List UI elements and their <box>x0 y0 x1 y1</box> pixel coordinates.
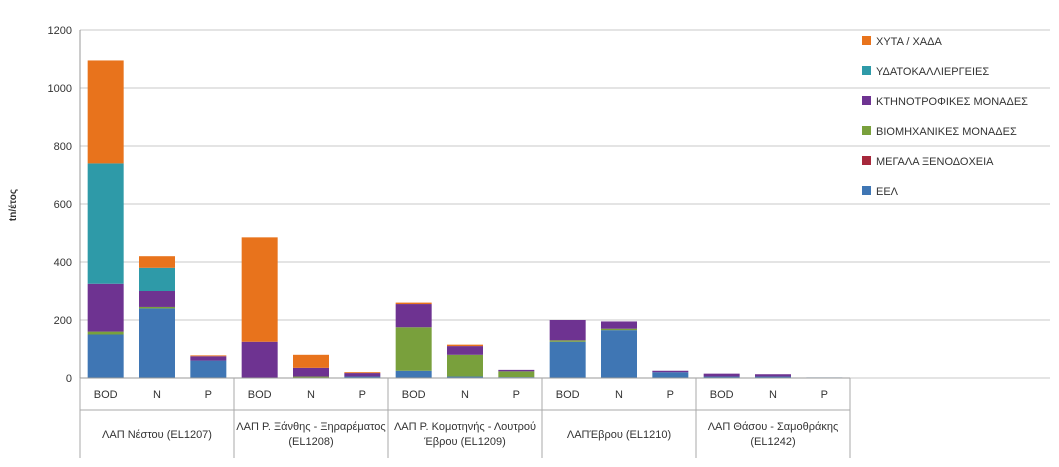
bar-segment <box>241 341 278 378</box>
legend-swatch <box>862 126 871 135</box>
bar-segment <box>139 267 175 291</box>
bar-segment <box>139 291 175 307</box>
bar-segment <box>703 373 740 377</box>
bar-segment <box>498 369 535 372</box>
x-category-label: P <box>359 389 366 401</box>
bar-segment <box>344 373 381 377</box>
x-group-label: (EL1208) <box>288 436 333 448</box>
x-category-label: P <box>205 389 212 401</box>
x-category-label: N <box>153 389 161 401</box>
x-group-label: ΛΑΠΈβρου (EL1210) <box>567 429 671 441</box>
bar-segment <box>601 330 637 378</box>
x-category-label: BOD <box>710 389 734 401</box>
y-tick-label: 600 <box>54 199 72 211</box>
bar-segment <box>344 376 381 378</box>
x-category-label: BOD <box>94 389 118 401</box>
bar-segment <box>601 321 637 329</box>
x-category-label: BOD <box>556 389 580 401</box>
x-group-label: ΛΑΠ Θάσου - Σαμοθράκης <box>708 421 839 433</box>
y-tick-label: 0 <box>66 373 72 385</box>
x-category-label: BOD <box>402 389 426 401</box>
bar-segment <box>139 306 175 309</box>
legend: ΧΥΤΑ / ΧΑΔΑ ΥΔΑΤΟΚΑΛΛΙΕΡΓΕΙΕΣ ΚΤΗΝΟΤΡΟΦΙΚΕ… <box>862 36 1028 198</box>
x-category-label: N <box>307 389 315 401</box>
bar-segment <box>447 376 483 378</box>
legend-swatch <box>862 156 871 165</box>
bar-segment <box>755 374 791 377</box>
x-category-label: N <box>769 389 777 401</box>
bar-segment <box>293 376 329 378</box>
bar-segment <box>395 304 432 328</box>
bar-segment <box>87 60 124 164</box>
legend-label: ΧΥΤΑ / ΧΑΔΑ <box>876 36 942 48</box>
bar-segment <box>703 376 740 378</box>
bar-segment <box>447 346 483 355</box>
legend-swatch <box>862 186 871 195</box>
legend-label: ΒΙΟΜΗΧΑΝΙΚΕΣ ΜΟΝΑΔΕΣ <box>876 126 1017 138</box>
bar-segment <box>652 372 689 378</box>
bar-segment <box>395 327 432 371</box>
bar-segment <box>549 320 586 341</box>
x-group-label: (EL1242) <box>750 436 795 448</box>
bar-segment <box>190 355 227 357</box>
y-tick-label: 200 <box>54 315 72 327</box>
bar-segment <box>549 340 586 342</box>
bar-segment <box>190 356 227 361</box>
bar-segment <box>447 344 483 347</box>
bar-segment <box>190 360 227 378</box>
bar-segment <box>447 354 483 377</box>
legend-swatch <box>862 66 871 75</box>
bar-segment <box>395 370 432 378</box>
bar-segment <box>87 334 124 378</box>
legend-label: ΥΔΑΤΟΚΑΛΛΙΕΡΓΕΙΕΣ <box>876 66 989 78</box>
bar-segment <box>755 376 791 378</box>
y-tick-label: 1200 <box>48 25 72 37</box>
bar-segment <box>395 302 432 305</box>
bar-layer <box>87 60 843 378</box>
bar-segment <box>139 256 175 268</box>
legend-swatch <box>862 96 871 105</box>
y-tick-label: 800 <box>54 141 72 153</box>
bar-segment <box>498 371 535 378</box>
y-tick-label: 400 <box>54 257 72 269</box>
legend-label: ΕΕΛ <box>876 186 899 198</box>
bar-segment <box>293 354 329 368</box>
bar-segment <box>139 308 175 378</box>
x-group-label: ΛΑΠ Ρ. Κομοτηνής - Λουτρού <box>394 421 536 433</box>
x-category-label: P <box>667 389 674 401</box>
y-tick-label: 1000 <box>48 83 72 95</box>
legend-swatch <box>862 36 871 45</box>
x-group-label: ΛΑΠ Νέστου (EL1207) <box>102 429 212 441</box>
legend-label: ΚΤΗΝΟΤΡΟΦΙΚΕΣ ΜΟΝΑΔΕΣ <box>876 96 1028 108</box>
bar-segment <box>601 328 637 331</box>
x-category-label: N <box>461 389 469 401</box>
bar-segment <box>87 283 124 332</box>
bar-segment <box>652 370 689 373</box>
legend-label: ΜΕΓΑΛΑ ΞΕΝΟΔΟΧΕΙΑ <box>876 156 994 168</box>
x-category-label: P <box>513 389 520 401</box>
axis-layer: 0 200 400 600 800 1000 1200 BOD N P ΛΑΠ Νέστου (EL… <box>48 25 851 458</box>
bar-segment <box>87 331 124 335</box>
x-category-label: BOD <box>248 389 272 401</box>
y-axis-label: tn/έτος <box>8 189 19 221</box>
bar-segment <box>344 372 381 374</box>
x-group-label: ΛΑΠ Ρ. Ξάνθης - Ξηραρέματος <box>236 421 385 433</box>
bar-segment <box>293 367 329 377</box>
x-category-label: N <box>615 389 623 401</box>
bar-segment <box>241 237 278 342</box>
bar-segment <box>549 341 586 378</box>
bar-segment <box>87 163 124 284</box>
x-category-label: P <box>821 389 828 401</box>
x-group-label: Έβρου (EL1209) <box>423 436 506 448</box>
